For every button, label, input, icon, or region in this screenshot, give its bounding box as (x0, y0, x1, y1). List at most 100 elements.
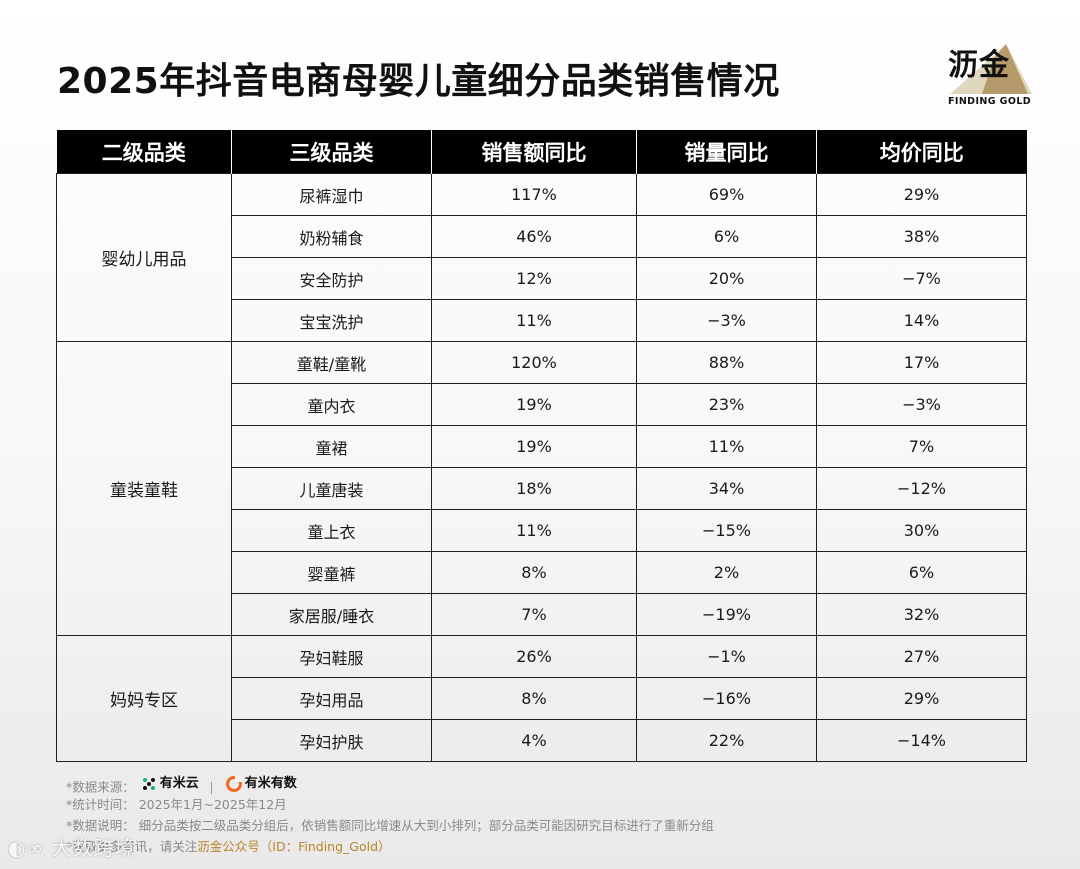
sales-yoy-cell: 19% (431, 383, 637, 426)
group-cell: 婴幼儿用品 (56, 173, 232, 342)
sales-yoy-cell: 4% (431, 719, 637, 762)
volume-yoy-cell: 6% (636, 215, 817, 258)
youmiyun-logo: 有米云 (141, 773, 199, 794)
watermark: ◐∞ 大数跨境 (8, 832, 135, 861)
volume-yoy-cell: 2% (636, 551, 817, 594)
more-info-note: *获取更多资讯，请关注沥金公众号（ID：Finding_Gold） (66, 836, 714, 857)
sales-yoy-cell: 120% (431, 341, 637, 384)
volume-yoy-cell: 88% (636, 341, 817, 384)
sales-yoy-cell: 19% (431, 425, 637, 468)
category-cell: 童裙 (231, 425, 432, 468)
youmiyoushu-icon (225, 775, 242, 792)
category-cell: 童鞋/童靴 (231, 341, 432, 384)
table-row: 宝宝洗护 11% −3% 14% (57, 299, 1027, 342)
sales-yoy-cell: 8% (431, 551, 637, 594)
sales-yoy-cell: 26% (431, 635, 637, 678)
volume-yoy-cell: 34% (636, 467, 817, 510)
category-cell: 家居服/睡衣 (231, 593, 432, 636)
table-row: 妈妈专区 孕妇鞋服 26% −1% 27% (56, 635, 1027, 762)
table-row: 孕妇用品 8% −16% 29% (57, 677, 1027, 720)
more-info-highlight: 沥金公众号（ID：Finding_Gold） (197, 839, 391, 854)
source-2-label: 有米有数 (244, 776, 297, 791)
category-cell: 安全防护 (231, 257, 432, 300)
header-avg-price-yoy: 均价同比 (816, 130, 1027, 174)
table-row: 安全防护 12% 20% −7% (57, 257, 1027, 300)
volume-yoy-cell: −16% (636, 677, 817, 720)
header-sales-yoy: 销售额同比 (431, 130, 637, 174)
method-note: *数据说明： 细分品类按二级品类分组后，依销售额同比增速从大到小排列；部分品类可… (66, 818, 714, 833)
category-cell: 尿裤湿巾 (231, 173, 432, 216)
period-note: *统计时间： 2025年1月~2025年12月 (66, 797, 287, 812)
volume-yoy-cell: −3% (636, 299, 817, 342)
table-row: 童裙 19% 11% 7% (57, 425, 1027, 468)
volume-yoy-cell: 22% (636, 719, 817, 762)
source-note: *数据来源： 有米云 有米有数 (66, 773, 714, 795)
table-row: 婴童裤 8% 2% 6% (57, 551, 1027, 594)
table-row: 童装童鞋 童鞋/童靴 120% 88% 17% (56, 341, 1027, 636)
price-yoy-cell: −3% (816, 383, 1027, 426)
category-cell: 童内衣 (231, 383, 432, 426)
price-yoy-cell: −7% (816, 257, 1027, 300)
source-1-label: 有米云 (159, 776, 199, 791)
table-row: 童上衣 11% −15% 30% (57, 509, 1027, 552)
volume-yoy-cell: 20% (636, 257, 817, 300)
category-cell: 宝宝洗护 (231, 299, 432, 342)
group-cell: 童装童鞋 (56, 341, 232, 636)
more-info-prefix: *获取更多资讯，请关注 (66, 839, 198, 854)
price-yoy-cell: −12% (816, 467, 1027, 510)
source-label: *数据来源： (66, 779, 135, 795)
mountain-logo-icon (950, 44, 1032, 94)
sales-yoy-cell: 7% (431, 593, 637, 636)
volume-yoy-cell: 69% (636, 173, 817, 216)
table-row: 奶粉辅食 46% 6% 38% (57, 215, 1027, 258)
category-cell: 孕妇用品 (231, 677, 432, 720)
volume-yoy-cell: 11% (636, 425, 817, 468)
category-cell: 奶粉辅食 (231, 215, 432, 258)
category-cell: 婴童裤 (231, 551, 432, 594)
price-yoy-cell: 6% (816, 551, 1027, 594)
watermark-logo-icon: ◐∞ (8, 836, 45, 860)
brand-name-cn: 沥金 (948, 48, 1010, 83)
group-cell: 妈妈专区 (56, 635, 232, 762)
brand-logo: 沥金 FINDING GOLD (942, 36, 1032, 110)
youmiyoushu-logo: 有米有数 (225, 773, 297, 794)
price-yoy-cell: −14% (816, 719, 1027, 762)
category-cell: 儿童唐装 (231, 467, 432, 510)
sales-yoy-cell: 117% (431, 173, 637, 216)
sales-yoy-cell: 18% (431, 467, 637, 510)
price-yoy-cell: 38% (816, 215, 1027, 258)
page-title: 2025年抖音电商母婴儿童细分品类销售情况 (57, 61, 780, 102)
sales-table: 二级品类 三级品类 销售额同比 销量同比 均价同比 婴幼儿用品 尿裤湿巾 117… (56, 130, 1027, 762)
price-yoy-cell: 7% (816, 425, 1027, 468)
category-cell: 孕妇护肤 (231, 719, 432, 762)
youmiyun-icon (142, 777, 155, 790)
price-yoy-cell: 30% (816, 509, 1027, 552)
table-header-row: 二级品类 三级品类 销售额同比 销量同比 均价同比 (56, 130, 1027, 174)
price-yoy-cell: 14% (816, 299, 1027, 342)
header-level2-category: 二级品类 (56, 130, 232, 174)
price-yoy-cell: 29% (816, 677, 1027, 720)
table-row: 孕妇护肤 4% 22% −14% (57, 719, 1027, 762)
category-cell: 童上衣 (231, 509, 432, 552)
brand-name-en: FINDING GOLD (948, 96, 1032, 107)
volume-yoy-cell: −15% (636, 509, 817, 552)
table-row: 婴幼儿用品 尿裤湿巾 117% 69% 29% (56, 173, 1027, 342)
sales-yoy-cell: 11% (431, 299, 637, 342)
volume-yoy-cell: −19% (636, 593, 817, 636)
sales-yoy-cell: 8% (431, 677, 637, 720)
watermark-text: 大数跨境 (51, 836, 136, 860)
volume-yoy-cell: −1% (636, 635, 817, 678)
sales-yoy-cell: 11% (431, 509, 637, 552)
price-yoy-cell: 27% (816, 635, 1027, 678)
price-yoy-cell: 29% (816, 173, 1027, 216)
header-level3-category: 三级品类 (231, 130, 432, 174)
source-divider (210, 782, 212, 794)
sales-yoy-cell: 46% (431, 215, 637, 258)
category-cell: 孕妇鞋服 (231, 635, 432, 678)
price-yoy-cell: 17% (816, 341, 1027, 384)
table-row: 童内衣 19% 23% −3% (57, 383, 1027, 426)
price-yoy-cell: 32% (816, 593, 1027, 636)
sales-yoy-cell: 12% (431, 257, 637, 300)
volume-yoy-cell: 23% (636, 383, 817, 426)
header-volume-yoy: 销量同比 (636, 130, 817, 174)
